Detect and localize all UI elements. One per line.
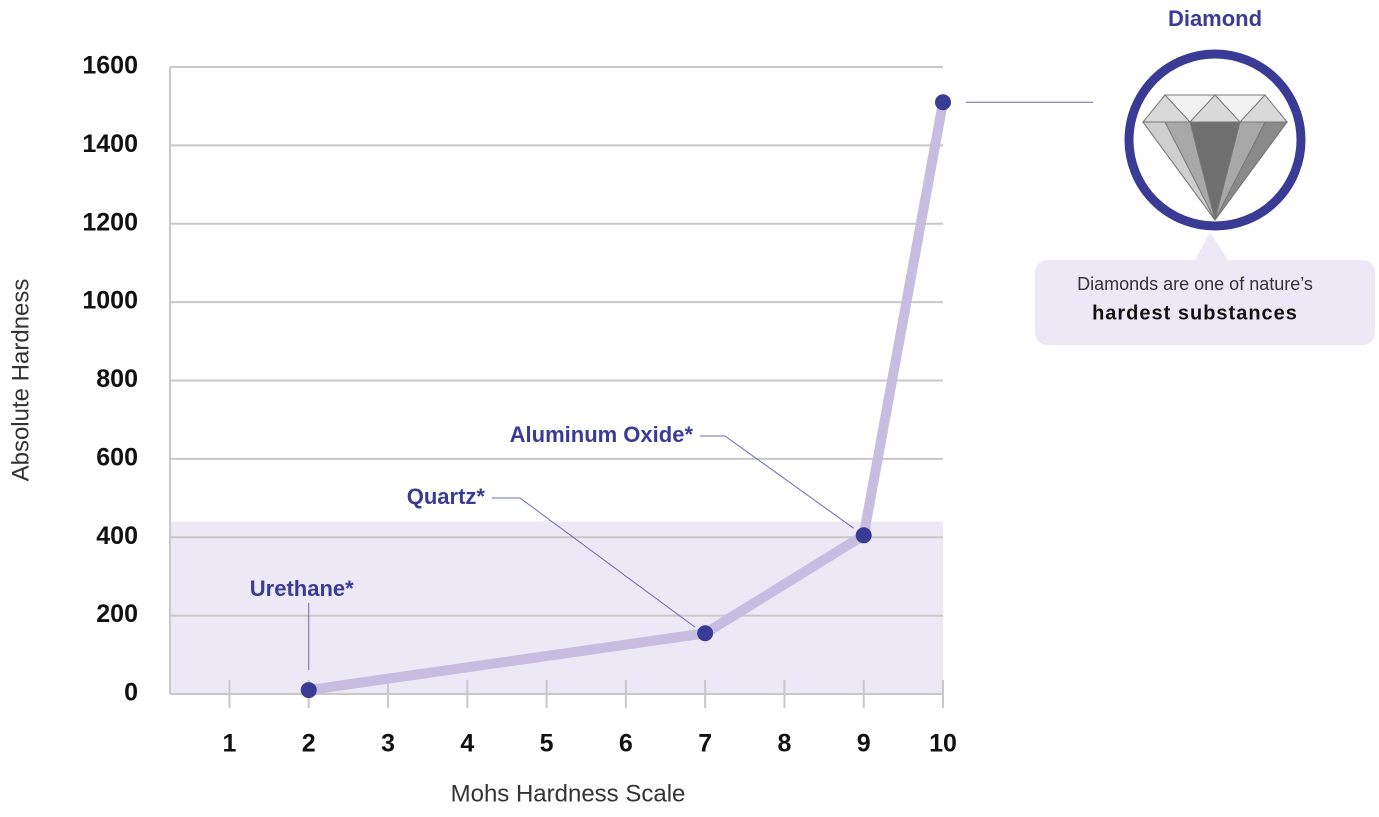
x-tick-label: 10: [929, 730, 957, 758]
x-tick-label: 7: [698, 730, 712, 758]
x-tick-label: 6: [619, 730, 633, 758]
y-axis-title: Absolute Hardness: [7, 279, 34, 482]
data-point: [935, 94, 951, 111]
y-tick-label: 1000: [82, 287, 138, 315]
x-tick-label: 5: [540, 730, 554, 758]
leader-line: [700, 435, 855, 529]
shaded-band: [170, 521, 943, 694]
point-label: Diamond: [1168, 6, 1262, 31]
y-tick-label: 0: [124, 679, 138, 707]
x-tick-label: 9: [857, 730, 871, 758]
y-tick-label: 1600: [82, 52, 138, 80]
point-label: Quartz*: [407, 484, 486, 509]
x-tick-label: 4: [460, 730, 474, 758]
y-tick-label: 1400: [82, 130, 138, 158]
point-label: Aluminum Oxide*: [510, 422, 694, 447]
diamond-badge: [1035, 49, 1375, 345]
data-point: [300, 682, 317, 699]
x-tick-label: 2: [302, 730, 316, 758]
point-label: Urethane*: [250, 576, 354, 601]
x-tick-label: 1: [223, 730, 237, 758]
leader-line: [492, 497, 696, 628]
callout-text: Diamonds are one of nature’s: [1077, 274, 1313, 294]
y-tick-label: 200: [96, 600, 138, 628]
x-axis-title: Mohs Hardness Scale: [451, 780, 686, 807]
y-tick-label: 1200: [82, 208, 138, 236]
y-tick-label: 600: [96, 443, 138, 471]
diamond-icon: [1141, 94, 1289, 221]
data-point: [855, 527, 872, 544]
x-tick-label: 8: [777, 730, 791, 758]
callout-box: [1035, 232, 1375, 345]
callout-emphasis: hardest substances: [1092, 302, 1298, 324]
data-line: [308, 101, 948, 696]
y-tick-label: 800: [96, 365, 138, 393]
x-tick-label: 3: [381, 730, 395, 758]
y-tick-label: 400: [96, 522, 138, 550]
data-point: [697, 625, 714, 642]
